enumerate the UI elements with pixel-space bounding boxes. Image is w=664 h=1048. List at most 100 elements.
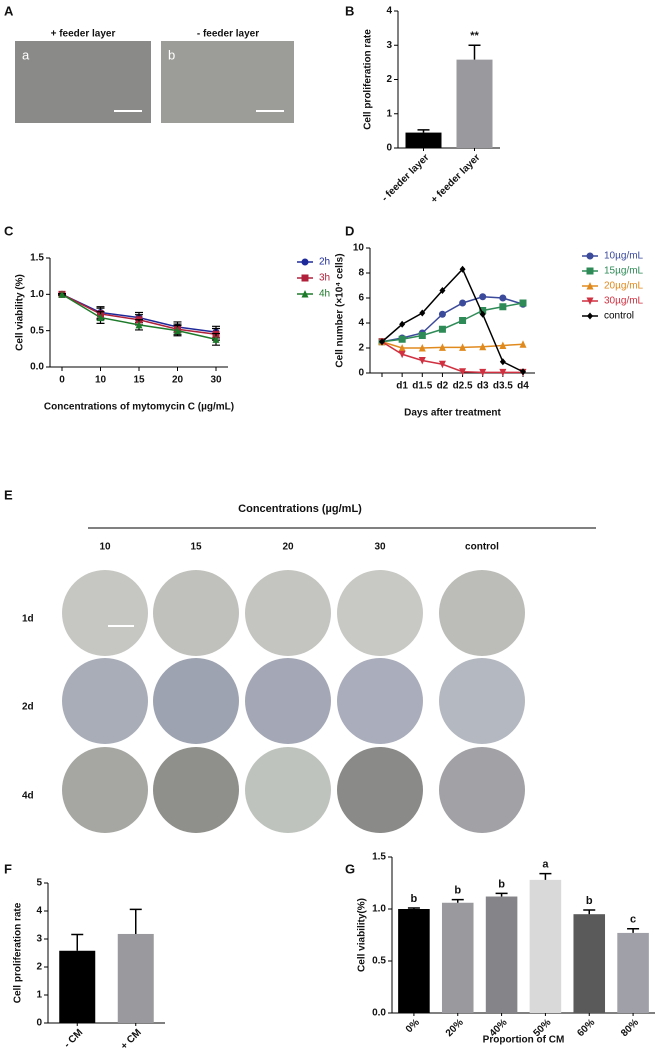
column-label: 15 [190, 542, 202, 553]
marker [479, 310, 486, 318]
x-tick-label: d1 [396, 381, 408, 392]
error-bar [71, 933, 84, 951]
y-tick-label: 1 [36, 990, 42, 1001]
x-tick-label: d1.5 [412, 381, 432, 392]
dish-image [337, 747, 423, 833]
x-tick-label: d3.5 [493, 381, 513, 392]
error-bar [539, 872, 552, 880]
annotation: ** [470, 30, 479, 42]
x-tick-label: d3 [477, 381, 489, 392]
y-tick-label: 10 [353, 243, 365, 254]
marker [398, 335, 406, 343]
y-axis-label: Cell viability (%) [15, 274, 26, 351]
legend-label: 30µg/mL [604, 296, 644, 307]
panel-label: E [4, 487, 13, 502]
bar [573, 914, 606, 1013]
legend-label: 2h [319, 257, 330, 268]
bar [617, 932, 649, 1013]
marker [499, 341, 507, 349]
x-tick-label: d2 [437, 381, 449, 392]
legend-label: 20µg/mL [604, 281, 644, 292]
y-tick-label: 3 [36, 934, 42, 945]
y-tick-label: 4 [36, 906, 42, 917]
x-tick-label: 60% [575, 1017, 597, 1039]
bar [456, 59, 493, 149]
marker [379, 338, 385, 346]
y-tick-label: 1 [386, 108, 392, 119]
marker [459, 317, 467, 324]
marker [479, 293, 487, 301]
micrograph [161, 41, 294, 123]
x-tick-label: 20% [444, 1017, 466, 1039]
annotation: c [630, 914, 636, 926]
x-tick-label: 80% [619, 1017, 641, 1039]
marker [519, 340, 527, 348]
dish-image [337, 570, 423, 656]
legend-label: 4h [319, 289, 330, 300]
x-tick-label: + feeder layer [429, 152, 483, 206]
y-tick-label: 1.0 [30, 289, 44, 300]
annotation: b [454, 885, 461, 897]
y-axis-label: Cell viability(%) [357, 898, 368, 972]
marker [479, 342, 487, 351]
marker [399, 320, 406, 328]
y-tick-label: 2 [358, 343, 364, 354]
marker [58, 290, 66, 298]
x-axis-label: Concentrations of mytomycin C (µg/mL) [44, 402, 234, 413]
y-axis-label: Cell number (×10⁴ cells) [335, 253, 346, 367]
y-tick-label: 2 [36, 962, 42, 973]
marker [479, 368, 487, 377]
micrograph [15, 41, 151, 123]
error-bar [468, 44, 481, 60]
error-bar [451, 898, 464, 903]
y-tick-label: 0.0 [30, 362, 44, 373]
column-label: 30 [374, 542, 386, 553]
bar [405, 132, 442, 148]
column-label: control [465, 542, 499, 553]
dish-image [153, 570, 239, 656]
series-line [381, 341, 524, 349]
series-line [381, 267, 524, 373]
image-label: b [168, 47, 175, 62]
panel-label: A [4, 3, 14, 18]
y-tick-label: 8 [358, 268, 364, 279]
marker [418, 332, 426, 339]
annotation: b [498, 878, 505, 890]
x-tick-label: - feeder layer [380, 152, 432, 204]
x-tick-label: 0 [59, 375, 65, 386]
marker [520, 368, 526, 376]
legend-label: 15µg/mL [604, 266, 644, 277]
marker [97, 313, 104, 322]
y-tick-label: 1.5 [30, 253, 44, 264]
x-tick-label: d2.5 [453, 381, 473, 392]
dish-image [245, 570, 331, 656]
row-label: 1d [22, 614, 34, 625]
marker [419, 309, 426, 317]
dish-image [62, 747, 148, 833]
x-tick-label: 0% [404, 1017, 422, 1035]
marker [459, 343, 467, 351]
dish-image [439, 570, 525, 656]
bar [485, 896, 518, 1013]
x-tick-label: 10 [95, 375, 107, 386]
dish-image [439, 658, 525, 744]
marker [174, 326, 181, 335]
marker [212, 335, 220, 343]
dish-image [62, 570, 148, 656]
marker [587, 312, 593, 320]
marker [301, 258, 309, 266]
error-bar [495, 892, 508, 897]
error-bar [627, 928, 640, 933]
legend-label: 3h [319, 273, 330, 284]
error-bar [407, 907, 420, 909]
y-tick-label: 0.5 [30, 325, 44, 336]
row-label: 4d [22, 791, 34, 802]
marker [438, 360, 446, 369]
y-tick-label: 0.0 [372, 1008, 386, 1019]
x-tick-label: - CM [62, 1027, 85, 1048]
marker [519, 299, 527, 307]
panel-label: B [345, 3, 354, 18]
error-bar [129, 908, 142, 934]
marker [586, 252, 594, 260]
panel-label: G [345, 861, 355, 876]
